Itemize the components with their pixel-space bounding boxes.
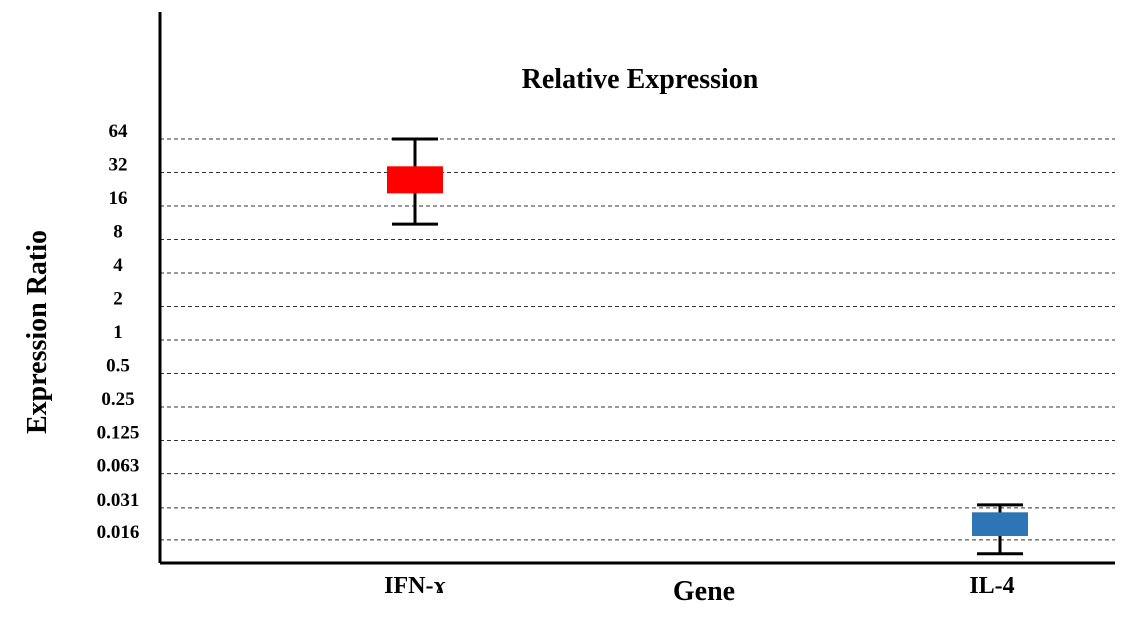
x-tick-label: IL-4 xyxy=(969,573,1014,599)
x-tick-label: IFN-ɤ xyxy=(384,573,446,599)
y-tick-labels: 64 32 16 8 4 2 1 0.5 0.25 0.125 0.063 0.031 0.016 xyxy=(97,121,140,543)
y-tick-label: 0.125 xyxy=(97,423,140,444)
gridlines xyxy=(160,138,1115,541)
y-axis-label: Expression Ratio xyxy=(22,230,53,434)
chart-title: Relative Expression xyxy=(522,64,759,95)
x-axis-label: Gene xyxy=(673,576,735,607)
x-tick-labels: IFN-ɤ IL-4 xyxy=(384,573,1015,599)
y-tick-label: 0.5 xyxy=(106,356,130,377)
y-tick-label: 8 xyxy=(113,222,123,243)
y-tick-label: 0.031 xyxy=(97,490,140,511)
box-il4 xyxy=(972,503,1028,556)
y-tick-label: 0.016 xyxy=(97,522,140,543)
box-ifn xyxy=(387,137,443,226)
y-tick-label: 16 xyxy=(109,188,128,209)
y-tick-label: 0.063 xyxy=(97,456,140,477)
y-tick-label: 32 xyxy=(109,155,128,176)
y-tick-label: 1 xyxy=(113,322,123,343)
y-tick-label: 64 xyxy=(109,121,129,142)
y-tick-label: 4 xyxy=(113,255,123,276)
y-tick-label: 0.25 xyxy=(101,389,134,410)
y-tick-label: 2 xyxy=(113,289,123,310)
boxes xyxy=(387,137,1028,556)
